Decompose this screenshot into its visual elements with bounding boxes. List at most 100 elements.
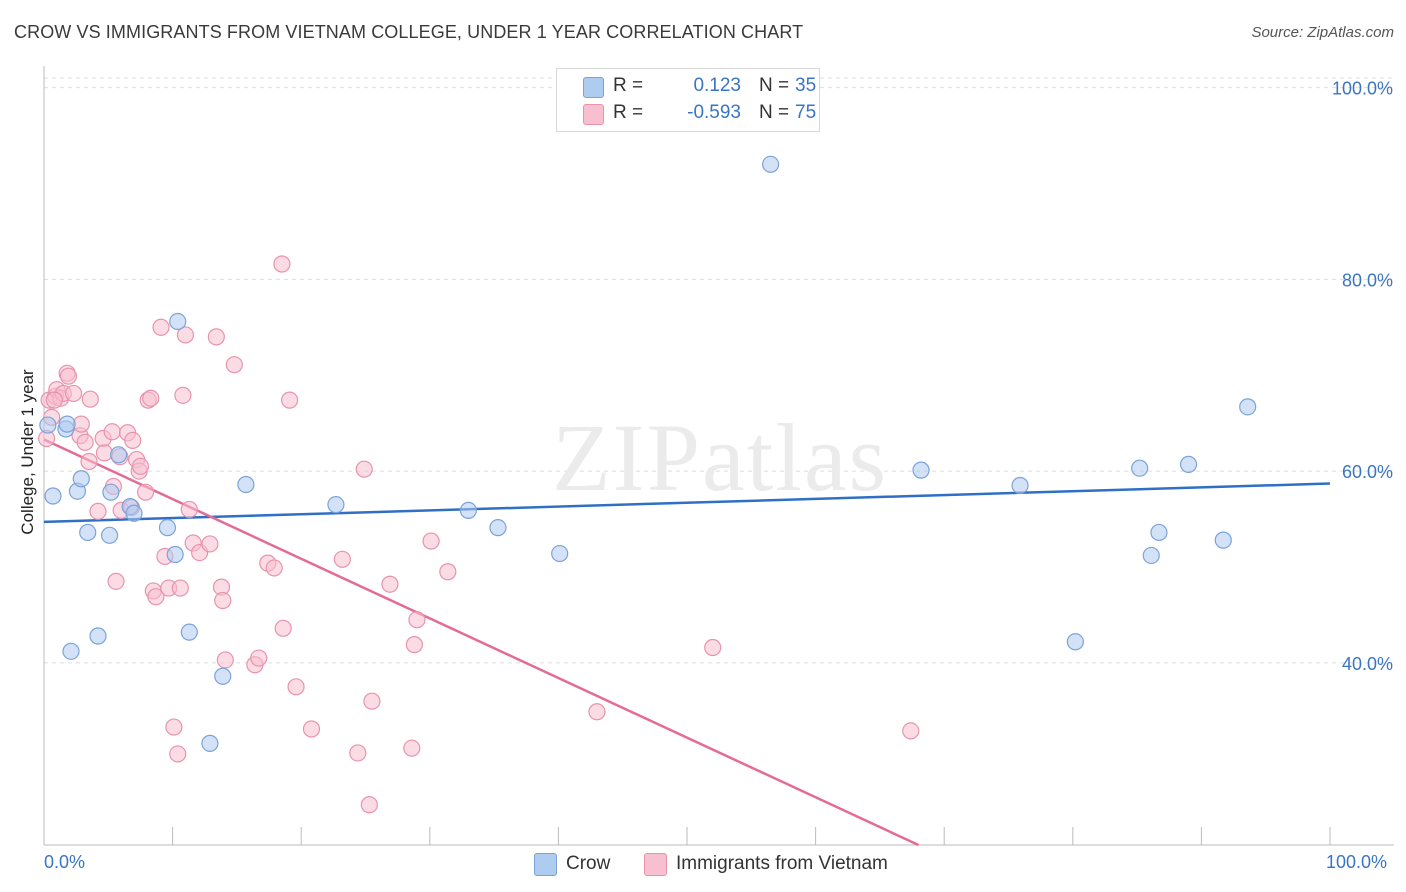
vietnam-point [89, 502, 107, 520]
x-tick-label-min: 0.0% [44, 852, 86, 872]
y-tick-label: 60.0% [1342, 462, 1393, 482]
crow-point [102, 483, 120, 501]
legend-r-label: R = [613, 102, 644, 123]
vietnam-point [214, 591, 232, 610]
crow-point [79, 523, 97, 542]
vietnam-point [405, 636, 423, 654]
crow-point [72, 470, 90, 488]
vietnam-point [207, 328, 225, 346]
vietnam-point [171, 579, 189, 597]
legend-n-value: 35 [795, 75, 817, 96]
crow-point [1239, 398, 1257, 416]
vietnam-point [588, 703, 606, 721]
vietnam-point [136, 483, 155, 501]
vietnam-point [403, 739, 421, 757]
crow-point [62, 642, 80, 660]
legend-swatch-vietnam [583, 104, 604, 125]
data-points [37, 155, 1257, 814]
crow-point [169, 312, 187, 331]
vietnam-point [59, 367, 78, 385]
crow-point [1131, 459, 1149, 477]
vietnam-point [704, 638, 722, 657]
vietnam-point [201, 535, 219, 553]
y-tick-label: 80.0% [1342, 270, 1393, 290]
crow-point [214, 667, 232, 685]
series-legend: Crow Immigrants from Vietnam [0, 852, 1406, 878]
stats-legend: R = 0.123 N = 35 R = -0.593 N = 75 [556, 68, 820, 132]
vietnam-point [333, 550, 351, 568]
vietnam-point [363, 692, 381, 710]
vietnam-point [147, 588, 165, 606]
crow-point [237, 475, 255, 494]
series-label-crow: Crow [566, 853, 611, 874]
vietnam-point [360, 796, 378, 814]
crow-point [89, 627, 107, 645]
y-tick-label: 40.0% [1342, 654, 1393, 674]
vietnam-point [103, 423, 121, 441]
crow-point [1142, 546, 1160, 565]
vietnam-point [902, 722, 920, 740]
vietnam-point [80, 452, 98, 471]
crow-point [39, 416, 57, 434]
legend-n-label: N = [759, 102, 790, 123]
vietnam-point [302, 720, 321, 738]
crow-point [166, 545, 184, 564]
vietnam-point [81, 390, 99, 408]
y-tick-labels: 40.0% 60.0% 80.0% 100.0% [1332, 79, 1393, 674]
vietnam-point [131, 457, 150, 475]
crow-trend-line [43, 482, 1331, 524]
vietnam-point [439, 563, 457, 581]
vietnam-point [76, 433, 94, 451]
axes [43, 66, 1394, 846]
crow-point [1214, 531, 1232, 549]
crow-point [327, 496, 345, 514]
vietnam-point [152, 318, 170, 336]
crow-point [100, 526, 119, 544]
vietnam-point [45, 391, 63, 409]
vietnam-point [124, 431, 142, 450]
crow-point [489, 519, 507, 537]
series-swatch-crow [534, 853, 557, 876]
crow-point [44, 487, 62, 505]
legend-r-value: -0.593 [687, 102, 741, 123]
vietnam-point [274, 619, 292, 637]
crow-point [180, 623, 198, 641]
vietnam-point [225, 356, 243, 374]
legend-r-value: 0.123 [693, 75, 741, 96]
crow-point [761, 155, 780, 173]
vietnam-point [216, 651, 234, 669]
vietnam-point [273, 255, 291, 273]
crow-point [1179, 455, 1198, 473]
crow-point [1066, 633, 1084, 651]
vietnam-point [64, 384, 83, 403]
vietnam-point [408, 611, 426, 629]
vietnam-point [174, 386, 192, 404]
crow-point [125, 504, 143, 522]
vietnam-point [381, 575, 399, 593]
vietnam-point [349, 744, 367, 762]
chart-title: CROW VS IMMIGRANTS FROM VIETNAM COLLEGE,… [14, 22, 804, 42]
vietnam-point [250, 649, 268, 667]
source-credit: Source: ZipAtlas.com [1251, 24, 1394, 41]
vietnam-point [176, 326, 195, 344]
crow-point [1150, 523, 1168, 542]
crow-point [551, 544, 569, 563]
crow-point [1011, 476, 1029, 495]
crow-point [459, 501, 477, 519]
vietnam-point [422, 532, 440, 550]
grid-lines [44, 77, 1394, 664]
vietnam-point [95, 444, 114, 462]
vietnam-point [107, 572, 125, 590]
vietnam-point [180, 500, 198, 519]
crow-point [58, 415, 76, 433]
y-tick-label: 100.0% [1332, 79, 1393, 99]
crow-point [912, 461, 930, 479]
vietnam-point [142, 389, 160, 407]
legend-swatch-crow [583, 77, 604, 98]
legend-r-label: R = [613, 75, 644, 96]
vietnam-point [169, 745, 187, 763]
y-axis-label: College, Under 1 year [18, 369, 37, 535]
legend-n-label: N = [759, 75, 790, 96]
x-tick-label-max: 100.0% [1326, 852, 1388, 872]
